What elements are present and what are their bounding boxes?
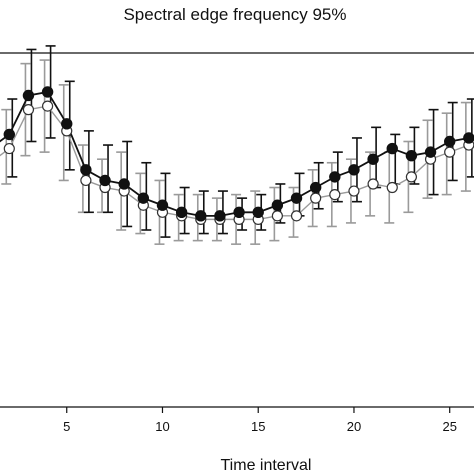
data-point-filled (99, 174, 111, 187)
data-point-filled (3, 128, 15, 141)
data-points (3, 86, 474, 225)
data-point-filled (214, 210, 226, 222)
chart-title: Spectral edge frequency 95% (123, 5, 346, 24)
data-point-filled (329, 171, 341, 183)
data-point-filled (271, 199, 284, 211)
data-point-open (405, 171, 418, 183)
data-point-filled (80, 164, 92, 176)
data-point-open (444, 146, 456, 158)
data-point-open (290, 210, 303, 222)
data-point-filled (386, 142, 398, 155)
data-point-filled (156, 199, 169, 211)
data-point-filled (348, 164, 360, 176)
x-tick-label: 25 (442, 419, 456, 434)
data-point-filled (290, 192, 303, 204)
data-point-open (3, 142, 15, 155)
data-point-filled (424, 146, 437, 158)
x-tick-label: 20 (347, 419, 361, 434)
data-point-filled (463, 132, 474, 144)
data-point-filled (444, 135, 456, 148)
data-point-filled (252, 206, 264, 219)
data-point-filled (405, 149, 418, 162)
data-point-filled (22, 89, 35, 102)
data-point-filled (61, 118, 73, 130)
data-point-filled (41, 86, 54, 98)
data-point-open (329, 189, 341, 201)
data-point-open (367, 178, 379, 190)
data-point-open (22, 104, 35, 116)
data-point-open (348, 185, 360, 197)
data-point-filled (175, 206, 188, 219)
x-ticks: 5 10 15 20 25 (63, 407, 457, 434)
x-tick-label: 5 (63, 419, 70, 434)
data-point-open (80, 174, 92, 187)
data-point-open (310, 192, 322, 204)
data-point-open (271, 210, 283, 222)
x-tick-label: 15 (251, 419, 265, 434)
x-tick-label: 10 (155, 419, 169, 434)
data-point-filled (367, 153, 379, 165)
data-point-open (41, 100, 54, 112)
data-point-filled (309, 181, 322, 194)
data-point-filled (118, 178, 130, 190)
data-point-filled (195, 210, 207, 222)
data-point-filled (137, 192, 150, 204)
x-axis-label: Time interval (221, 457, 312, 474)
data-point-open (386, 181, 398, 194)
data-point-filled (233, 206, 245, 219)
